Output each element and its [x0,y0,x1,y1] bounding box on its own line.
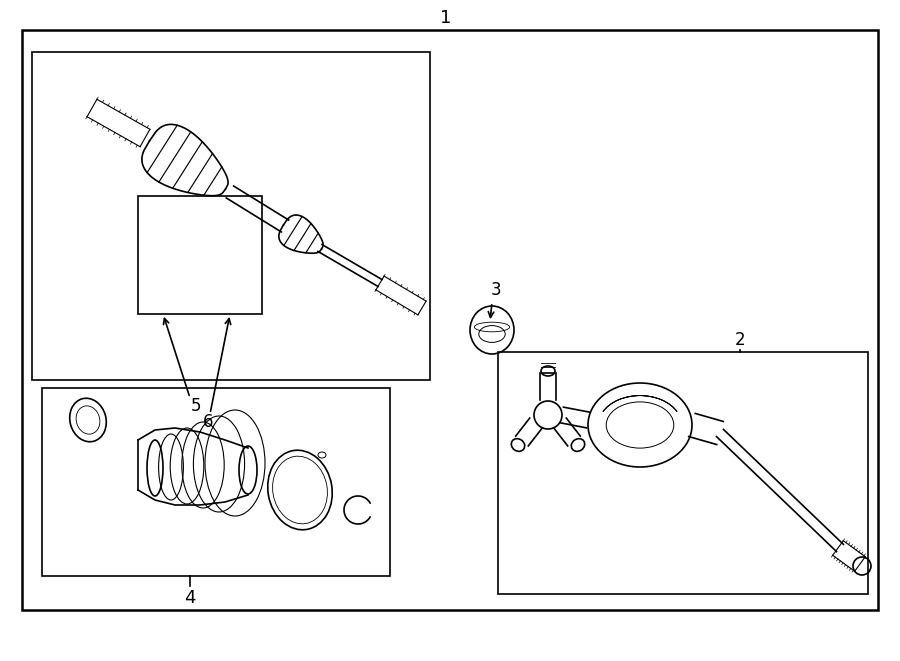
Bar [138,196,262,314]
Text: 4: 4 [184,589,196,607]
Text: 5: 5 [191,397,202,415]
Text: 1: 1 [440,9,452,27]
Text: 3: 3 [491,281,501,299]
Bar [32,52,430,380]
Bar [42,388,390,576]
Text: 2: 2 [734,331,745,349]
Bar [498,352,868,594]
Text: 6: 6 [202,413,213,431]
Bar [22,30,878,610]
